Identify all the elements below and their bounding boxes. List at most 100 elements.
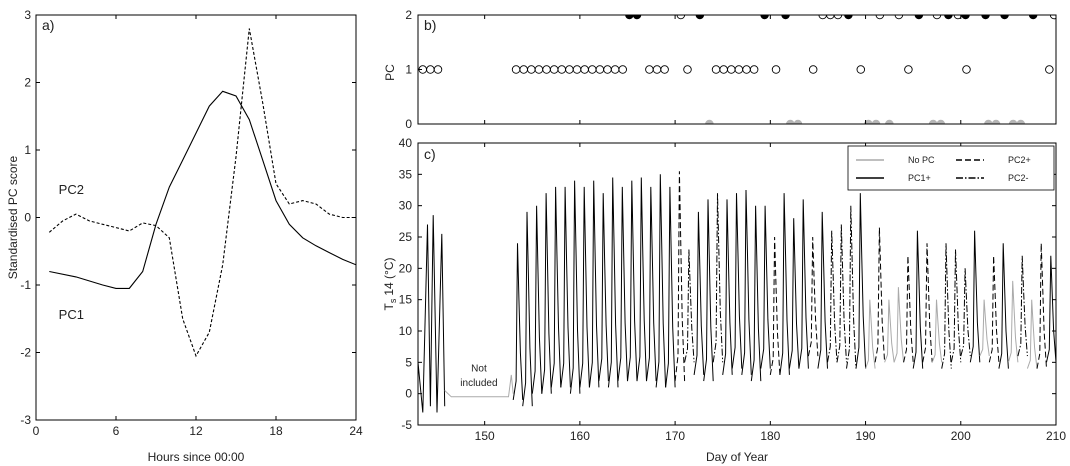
panel-b-point-open [711, 65, 721, 74]
panel-c-y-tick-label: 15 [399, 293, 413, 307]
panel-c-day-cycle [979, 299, 990, 357]
panel-b-point-open [818, 15, 827, 20]
panel-c-day-cycle [931, 299, 943, 363]
panel-c-day-cycle [655, 174, 667, 388]
panel-c-day-cycle [731, 193, 743, 369]
panel-c-day-cycle [598, 193, 609, 382]
panel-a-series-pc1 [49, 90, 356, 289]
panel-c-day-cycle [541, 193, 552, 394]
panel-b-point-open [519, 65, 528, 74]
panel-b-point-open [534, 65, 544, 74]
panel-c-day-cycle [988, 255, 1000, 363]
panel-b-point-filled [914, 15, 924, 20]
panel-c-day-cycle [684, 249, 695, 363]
panel-a-y-axis-label: Standardised PC score [6, 155, 20, 279]
panel-c-x-tick-label: 160 [570, 429, 590, 443]
panel-c-day-cycle [950, 249, 962, 363]
panel-a-y-tick-label: 2 [24, 76, 31, 90]
panel-b-point-open [953, 15, 963, 20]
panel-b-point-open [542, 65, 551, 74]
panel-c-day-cycle [522, 211, 533, 407]
panel-c-y-label-rest: 14 (°C) [382, 258, 396, 296]
panel-a-y-tick-label: 1 [24, 143, 31, 157]
panel-b-point-filled [844, 15, 853, 20]
panel-c-day-cycle [569, 180, 581, 394]
panel-c-x-tick-label: 210 [1046, 429, 1066, 443]
panel-b-point-open [603, 65, 612, 74]
panel-a-annotation-pc1: PC1 [59, 307, 84, 322]
panel-b-point-filled [981, 15, 990, 20]
panel-a-y-tick-label: 3 [24, 8, 31, 22]
panel-b-y-axis-label: PC [383, 64, 397, 81]
panel-c-y-label-sub: s [388, 298, 398, 303]
panel-b-point-filled [1028, 15, 1038, 20]
panel-b-point-open [511, 65, 521, 74]
panel-b-point-open [580, 65, 589, 74]
panel-c-x-tick-label: 150 [475, 429, 495, 443]
panel-b-point-open [771, 65, 781, 74]
panel-c-day-cycle [922, 243, 933, 363]
panel-c-day-cycle [693, 211, 705, 375]
panel-c-x-tick-label: 180 [760, 429, 780, 443]
panel-c-day-cycle [722, 199, 733, 375]
panel-c-temperature: 150 160 170 180 190 200 210 -5 0 5 10 15 20 25 30 35 40… [382, 136, 1066, 464]
panel-b-y-tick-label: 2 [405, 8, 412, 22]
panel-b-point-open [904, 65, 913, 74]
panel-b-point-filled [695, 15, 705, 20]
panel-a-y-tick-label: -1 [20, 278, 31, 292]
panel-c-day-cycle [560, 186, 571, 388]
panel-c-day-cycle [1036, 243, 1047, 369]
panel-a-annotation-pc2: PC2 [59, 182, 84, 197]
panel-a-x-tick-label: 12 [189, 424, 203, 438]
panel-c-day-cycle [512, 243, 524, 400]
panel-b-pc-class: 0 1 2 b) PC [383, 8, 1057, 131]
panel-c-day-cycle [636, 177, 647, 382]
panel-c-day-cycle [1046, 255, 1056, 363]
panel-c-y-tick-label: 35 [399, 167, 413, 181]
panel-b-point-open [433, 65, 443, 74]
panel-a-frame [35, 14, 357, 421]
panel-c-day-cycle [1017, 255, 1028, 357]
panel-c-day-cycle [874, 227, 886, 363]
panel-c-day-cycle [646, 186, 657, 382]
panel-b-point-filled [1000, 15, 1009, 20]
panel-b-label: b) [424, 17, 436, 33]
panel-c-series-solid [418, 215, 446, 413]
panel-b-point-open [894, 15, 904, 20]
panel-c-annotation: Not [471, 364, 487, 375]
panel-c-day-cycle [960, 268, 971, 357]
panel-c-day-cycle [1007, 280, 1019, 363]
panel-b-point-open [826, 15, 835, 20]
panel-b-point-open [549, 65, 559, 74]
panel-b-point-open [727, 65, 736, 74]
panel-a-x-tick-label: 6 [113, 424, 120, 438]
panel-c-y-tick-label: 0 [405, 387, 412, 401]
panel-b-point-open [645, 65, 654, 74]
panel-c-y-tick-label: 20 [399, 261, 413, 275]
panel-c-label: c) [424, 146, 436, 162]
panel-c-annotation: included [460, 378, 497, 389]
panel-b-point-open [719, 65, 728, 74]
panel-c-day-cycle [750, 205, 762, 382]
panel-a-y-tick-label: -3 [20, 413, 31, 427]
panel-c-day-cycle [788, 218, 800, 369]
panel-c-y-label-main: T [382, 302, 396, 310]
panel-c-y-tick-label: 30 [399, 199, 413, 213]
panel-b-point-open [676, 15, 686, 20]
panel-c-day-cycle [893, 287, 905, 363]
panel-c-day-cycle [998, 243, 1009, 369]
panel-c-day-cycle [941, 243, 952, 369]
panel-c-day-cycle [531, 205, 543, 394]
panel-c-day-cycle [769, 236, 781, 375]
panel-c-day-cycle [550, 186, 562, 388]
panel-c-day-cycle [807, 236, 819, 357]
panel-b-point-open [932, 15, 942, 20]
panel-c-day-cycle [827, 230, 838, 363]
panel-c-x-tick-label: 200 [951, 429, 971, 443]
panel-a-y-tick-label: -2 [20, 346, 31, 360]
panel-b-point-open [618, 65, 627, 74]
panel-c-series-grey [444, 374, 514, 398]
panel-c-day-cycle [865, 299, 876, 369]
